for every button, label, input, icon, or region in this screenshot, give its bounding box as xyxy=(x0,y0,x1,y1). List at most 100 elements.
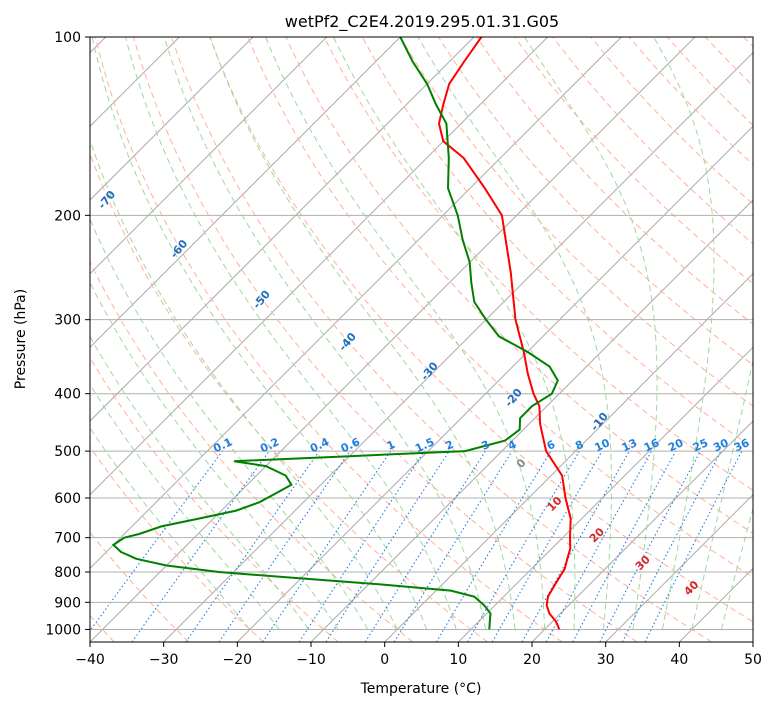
isotherm-line xyxy=(90,37,254,201)
moist-adiabat-line xyxy=(90,281,339,630)
pressure-gridlines xyxy=(90,36,753,630)
dry-adiabat-line xyxy=(94,37,563,642)
mixing-ratio-line xyxy=(298,450,425,642)
dry-adiabat-line xyxy=(323,37,753,491)
isotherm-line xyxy=(90,37,401,349)
moist-adiabat-line xyxy=(91,37,428,630)
mixing-ratio-label: 0.1 xyxy=(211,435,234,455)
dry-adiabat-line xyxy=(90,446,264,642)
x-tick-label: −40 xyxy=(75,652,105,668)
dry-adiabat-label: -90 xyxy=(0,109,5,133)
dry-adiabat-label: -20 xyxy=(502,386,525,410)
dry-adiabat-line xyxy=(247,37,753,578)
isotherm-line xyxy=(90,37,328,275)
mixing-ratio-line xyxy=(521,450,630,642)
x-tick-label: 50 xyxy=(744,652,762,668)
mixing-ratio-line xyxy=(262,450,392,642)
moist-adiabat-line xyxy=(332,37,576,630)
dry-adiabat-line xyxy=(90,260,414,642)
mixing-ratio-label: 36 xyxy=(732,436,752,454)
isotherm-line xyxy=(457,346,753,642)
dewpoint-profile xyxy=(111,37,559,630)
y-tick-label: 700 xyxy=(54,531,81,547)
y-tick-label: 100 xyxy=(54,30,81,46)
mixing-ratio-label: 2 xyxy=(443,438,455,453)
moist-adiabat-line xyxy=(90,217,369,630)
plot-frame xyxy=(89,36,754,643)
mixing-ratio-line xyxy=(545,450,653,642)
isotherm-line xyxy=(163,51,753,642)
x-tick-label: 40 xyxy=(670,652,688,668)
isotherm-line xyxy=(236,125,753,642)
mixing-ratio-label: 13 xyxy=(620,436,639,454)
mixing-ratio-line xyxy=(393,450,513,642)
dry-adiabat-line xyxy=(666,37,753,126)
y-tick-label: 1000 xyxy=(45,622,81,638)
dry-adiabat-label: -80 xyxy=(37,152,60,176)
y-tick-label: 300 xyxy=(54,313,81,329)
isotherm-line xyxy=(678,567,753,642)
y-tick-label: 800 xyxy=(54,565,81,581)
y-tick-label: 600 xyxy=(54,491,81,507)
moist-adiabat-line xyxy=(125,37,457,630)
mixing-ratio-line xyxy=(572,450,677,642)
moist-adiabat-label: 0 xyxy=(514,456,529,471)
moist-adiabat-label: 20 xyxy=(587,525,607,545)
line-labels: -100-90-80-70-60-50-40-30-20-10010203040… xyxy=(0,109,752,598)
moist-adiabat-line xyxy=(90,138,398,630)
dry-adiabat-label: -10 xyxy=(588,410,611,434)
x-tick-label: −30 xyxy=(149,652,179,668)
isotherm-line xyxy=(310,199,753,642)
chart-title: wetPf2_C2E4.2019.295.01.31.G05 xyxy=(285,12,559,32)
mixing-ratio-label: 16 xyxy=(642,436,662,454)
x-axis: −40 −30 −20 −10 0 10 20 30 40 50 xyxy=(75,642,762,668)
moist-adiabat-line xyxy=(417,37,612,630)
mixing-ratio-label: 25 xyxy=(691,436,710,454)
moist-adiabat-line xyxy=(90,383,280,630)
mixing-ratio-line xyxy=(644,450,743,642)
mixing-ratio-line xyxy=(599,450,701,642)
dry-adiabat-line xyxy=(90,356,339,642)
dry-adiabat-line xyxy=(704,37,753,87)
dry-adiabat-line xyxy=(590,37,753,205)
mixing-ratio-line xyxy=(325,450,450,642)
dry-adiabat-line xyxy=(132,37,638,642)
moist-adiabat-line xyxy=(653,37,715,630)
y-tick-label: 500 xyxy=(54,444,81,460)
mixing-ratio-label: 0.6 xyxy=(339,435,362,455)
mixing-ratio-label: 4 xyxy=(506,438,519,453)
mixing-ratio-line xyxy=(131,450,270,642)
x-tick-label: 10 xyxy=(449,652,467,668)
moist-adiabat-line xyxy=(90,335,310,630)
y-axis-title: Pressure (hPa) xyxy=(13,289,29,389)
x-tick-label: 0 xyxy=(380,652,389,668)
mixing-ratio-line xyxy=(90,450,223,632)
moist-adiabat-line xyxy=(524,37,658,630)
x-tick-label: −20 xyxy=(223,652,253,668)
dry-adiabat-line xyxy=(514,37,753,285)
y-tick-label: 200 xyxy=(54,208,81,224)
dry-adiabat-line xyxy=(171,37,712,642)
isotherm-line xyxy=(90,37,475,422)
moist-adiabat-line xyxy=(163,37,487,630)
dry-adiabat-line xyxy=(437,37,753,366)
dry-adiabat-line xyxy=(209,37,753,623)
mixing-ratio-label: 20 xyxy=(666,436,686,454)
moist-adiabat-line xyxy=(90,427,251,630)
y-axis: 100 200 300 400 500 600 700 800 900 1000 xyxy=(45,30,90,638)
moist-adiabat-line xyxy=(720,506,753,630)
isotherm-line xyxy=(531,420,753,642)
x-tick-label: 30 xyxy=(597,652,615,668)
isotherm-line xyxy=(90,37,622,570)
mixing-ratio-label: 30 xyxy=(711,436,731,454)
x-axis-title: Temperature (°C) xyxy=(360,681,482,697)
mixing-ratio-line xyxy=(185,450,320,642)
isotherm-line xyxy=(90,37,696,642)
moist-adiabat-line xyxy=(265,37,546,630)
dry-adiabat-line xyxy=(285,37,753,535)
mixing-ratio-line xyxy=(218,450,351,642)
y-tick-label: 900 xyxy=(54,595,81,611)
temperature-profile xyxy=(437,37,572,630)
isotherm-line xyxy=(605,493,753,642)
